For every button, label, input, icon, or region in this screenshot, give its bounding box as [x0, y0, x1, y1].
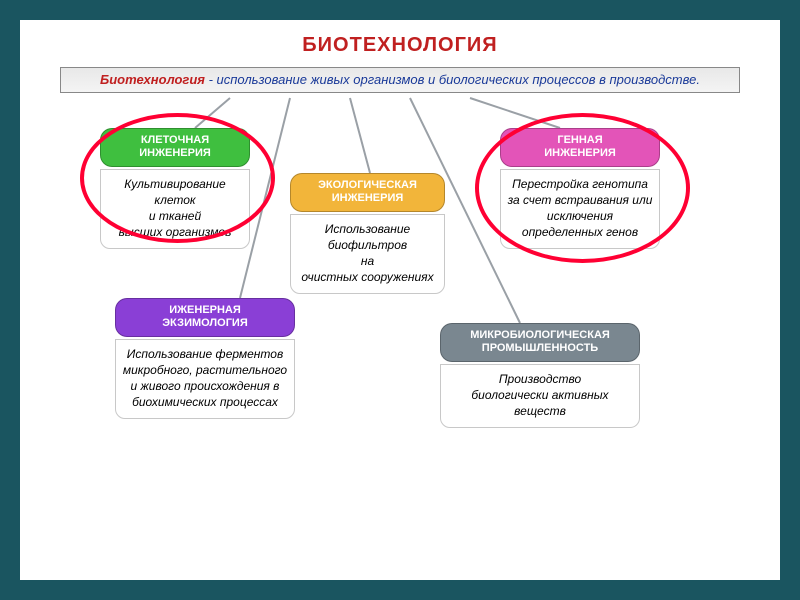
- slide-canvas: БИОТЕХНОЛОГИЯ Биотехнология - использова…: [20, 20, 780, 580]
- node-body-cell-eng: Культивирование клетоки тканейвысших орг…: [100, 169, 250, 250]
- node-cell-eng: КЛЕТОЧНАЯИНЖЕНЕРИЯКультивирование клеток…: [100, 128, 250, 249]
- node-body-microbio: Производствобиологически активныхвеществ: [440, 364, 640, 429]
- node-eco-eng: ЭКОЛОГИЧЕСКАЯИНЖЕНЕРИЯИспользованиебиофи…: [290, 173, 445, 294]
- diagram-area: КЛЕТОЧНАЯИНЖЕНЕРИЯКультивирование клеток…: [20, 93, 780, 553]
- node-cap-microbio: МИКРОБИОЛОГИЧЕСКАЯПРОМЫШЛЕННОСТЬ: [440, 323, 640, 361]
- node-gene-eng: ГЕННАЯИНЖЕНЕРИЯПерестройка генотипа за с…: [500, 128, 660, 249]
- definition-text: - использование живых организмов и биоло…: [205, 72, 700, 87]
- node-body-gene-eng: Перестройка генотипа за счет встраивания…: [500, 169, 660, 250]
- node-microbio: МИКРОБИОЛОГИЧЕСКАЯПРОМЫШЛЕННОСТЬПроизвод…: [440, 323, 640, 428]
- node-enzym: ИЖЕНЕРНАЯЭКЗИМОЛОГИЯИспользование фермен…: [115, 298, 295, 419]
- definition-box: Биотехнология - использование живых орга…: [60, 67, 740, 93]
- node-cap-cell-eng: КЛЕТОЧНАЯИНЖЕНЕРИЯ: [100, 128, 250, 166]
- page-title: БИОТЕХНОЛОГИЯ: [20, 20, 780, 65]
- node-body-eco-eng: Использованиебиофильтровнаочистных соору…: [290, 214, 445, 295]
- node-cap-eco-eng: ЭКОЛОГИЧЕСКАЯИНЖЕНЕРИЯ: [290, 173, 445, 211]
- node-cap-enzym: ИЖЕНЕРНАЯЭКЗИМОЛОГИЯ: [115, 298, 295, 336]
- definition-lead: Биотехнология: [100, 72, 205, 87]
- node-cap-gene-eng: ГЕННАЯИНЖЕНЕРИЯ: [500, 128, 660, 166]
- node-body-enzym: Использование ферментов микробного, раст…: [115, 339, 295, 420]
